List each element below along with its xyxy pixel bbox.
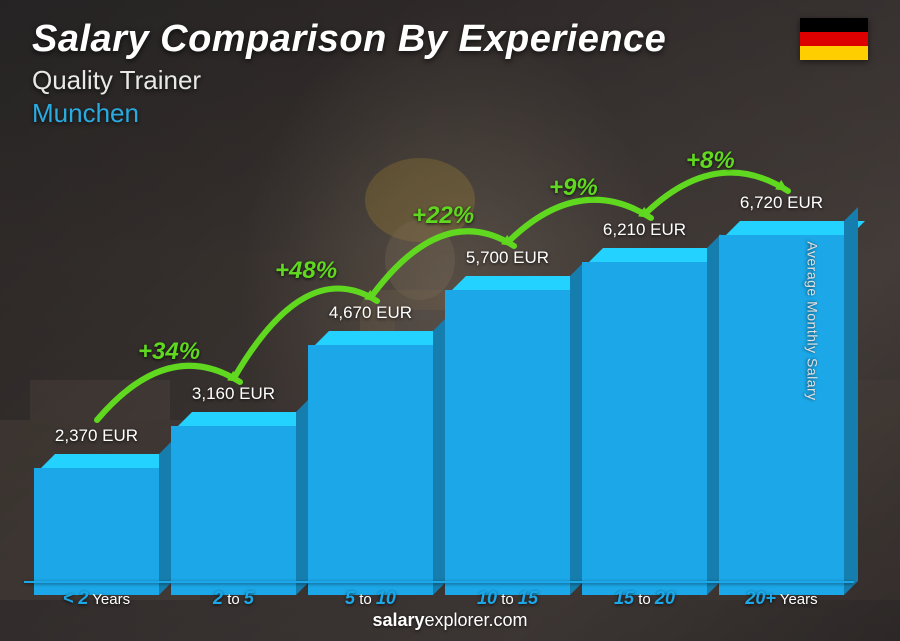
increase-label: +9% [549, 174, 598, 202]
chart-location: Munchen [32, 98, 868, 129]
chart-baseline [24, 581, 854, 583]
category-label: 15 to 20 [614, 588, 675, 609]
increase-label: +22% [412, 202, 474, 230]
bar-front-face [445, 290, 570, 595]
category-label: 2 to 5 [213, 588, 254, 609]
footer-brand: salaryexplorer.com [0, 610, 900, 631]
bar-side-face [844, 207, 858, 595]
category-label: 5 to 10 [345, 588, 396, 609]
increase-arc: +8% [625, 135, 808, 244]
brand-rest: explorer.com [425, 610, 528, 630]
brand-bold: salary [372, 610, 424, 630]
flag-stripe-red [800, 32, 868, 46]
y-axis-label: Average Monthly Salary [804, 241, 820, 400]
category-label: 20+ Years [745, 588, 817, 609]
bar [582, 248, 707, 581]
chart-title: Salary Comparison By Experience [32, 18, 868, 61]
increase-label: +8% [686, 147, 735, 175]
bar-group: 6,720 EUR20+ Years [719, 193, 844, 581]
flag-stripe-black [800, 18, 868, 32]
increase-label: +34% [138, 338, 200, 366]
category-label: 10 to 15 [477, 588, 538, 609]
bar-front-face [582, 262, 707, 595]
bar-front-face [34, 468, 159, 595]
bar-front-face [719, 235, 844, 595]
bar [34, 454, 159, 581]
bar-front-face [171, 426, 296, 595]
increase-label: +48% [275, 257, 337, 285]
chart-subtitle: Quality Trainer [32, 65, 868, 96]
bar-group: 6,210 EUR15 to 20 [582, 220, 707, 581]
germany-flag-icon [800, 18, 868, 60]
category-label: < 2 Years [63, 588, 130, 609]
header: Salary Comparison By Experience Quality … [32, 18, 868, 129]
bar [719, 221, 844, 581]
flag-stripe-gold [800, 46, 868, 60]
